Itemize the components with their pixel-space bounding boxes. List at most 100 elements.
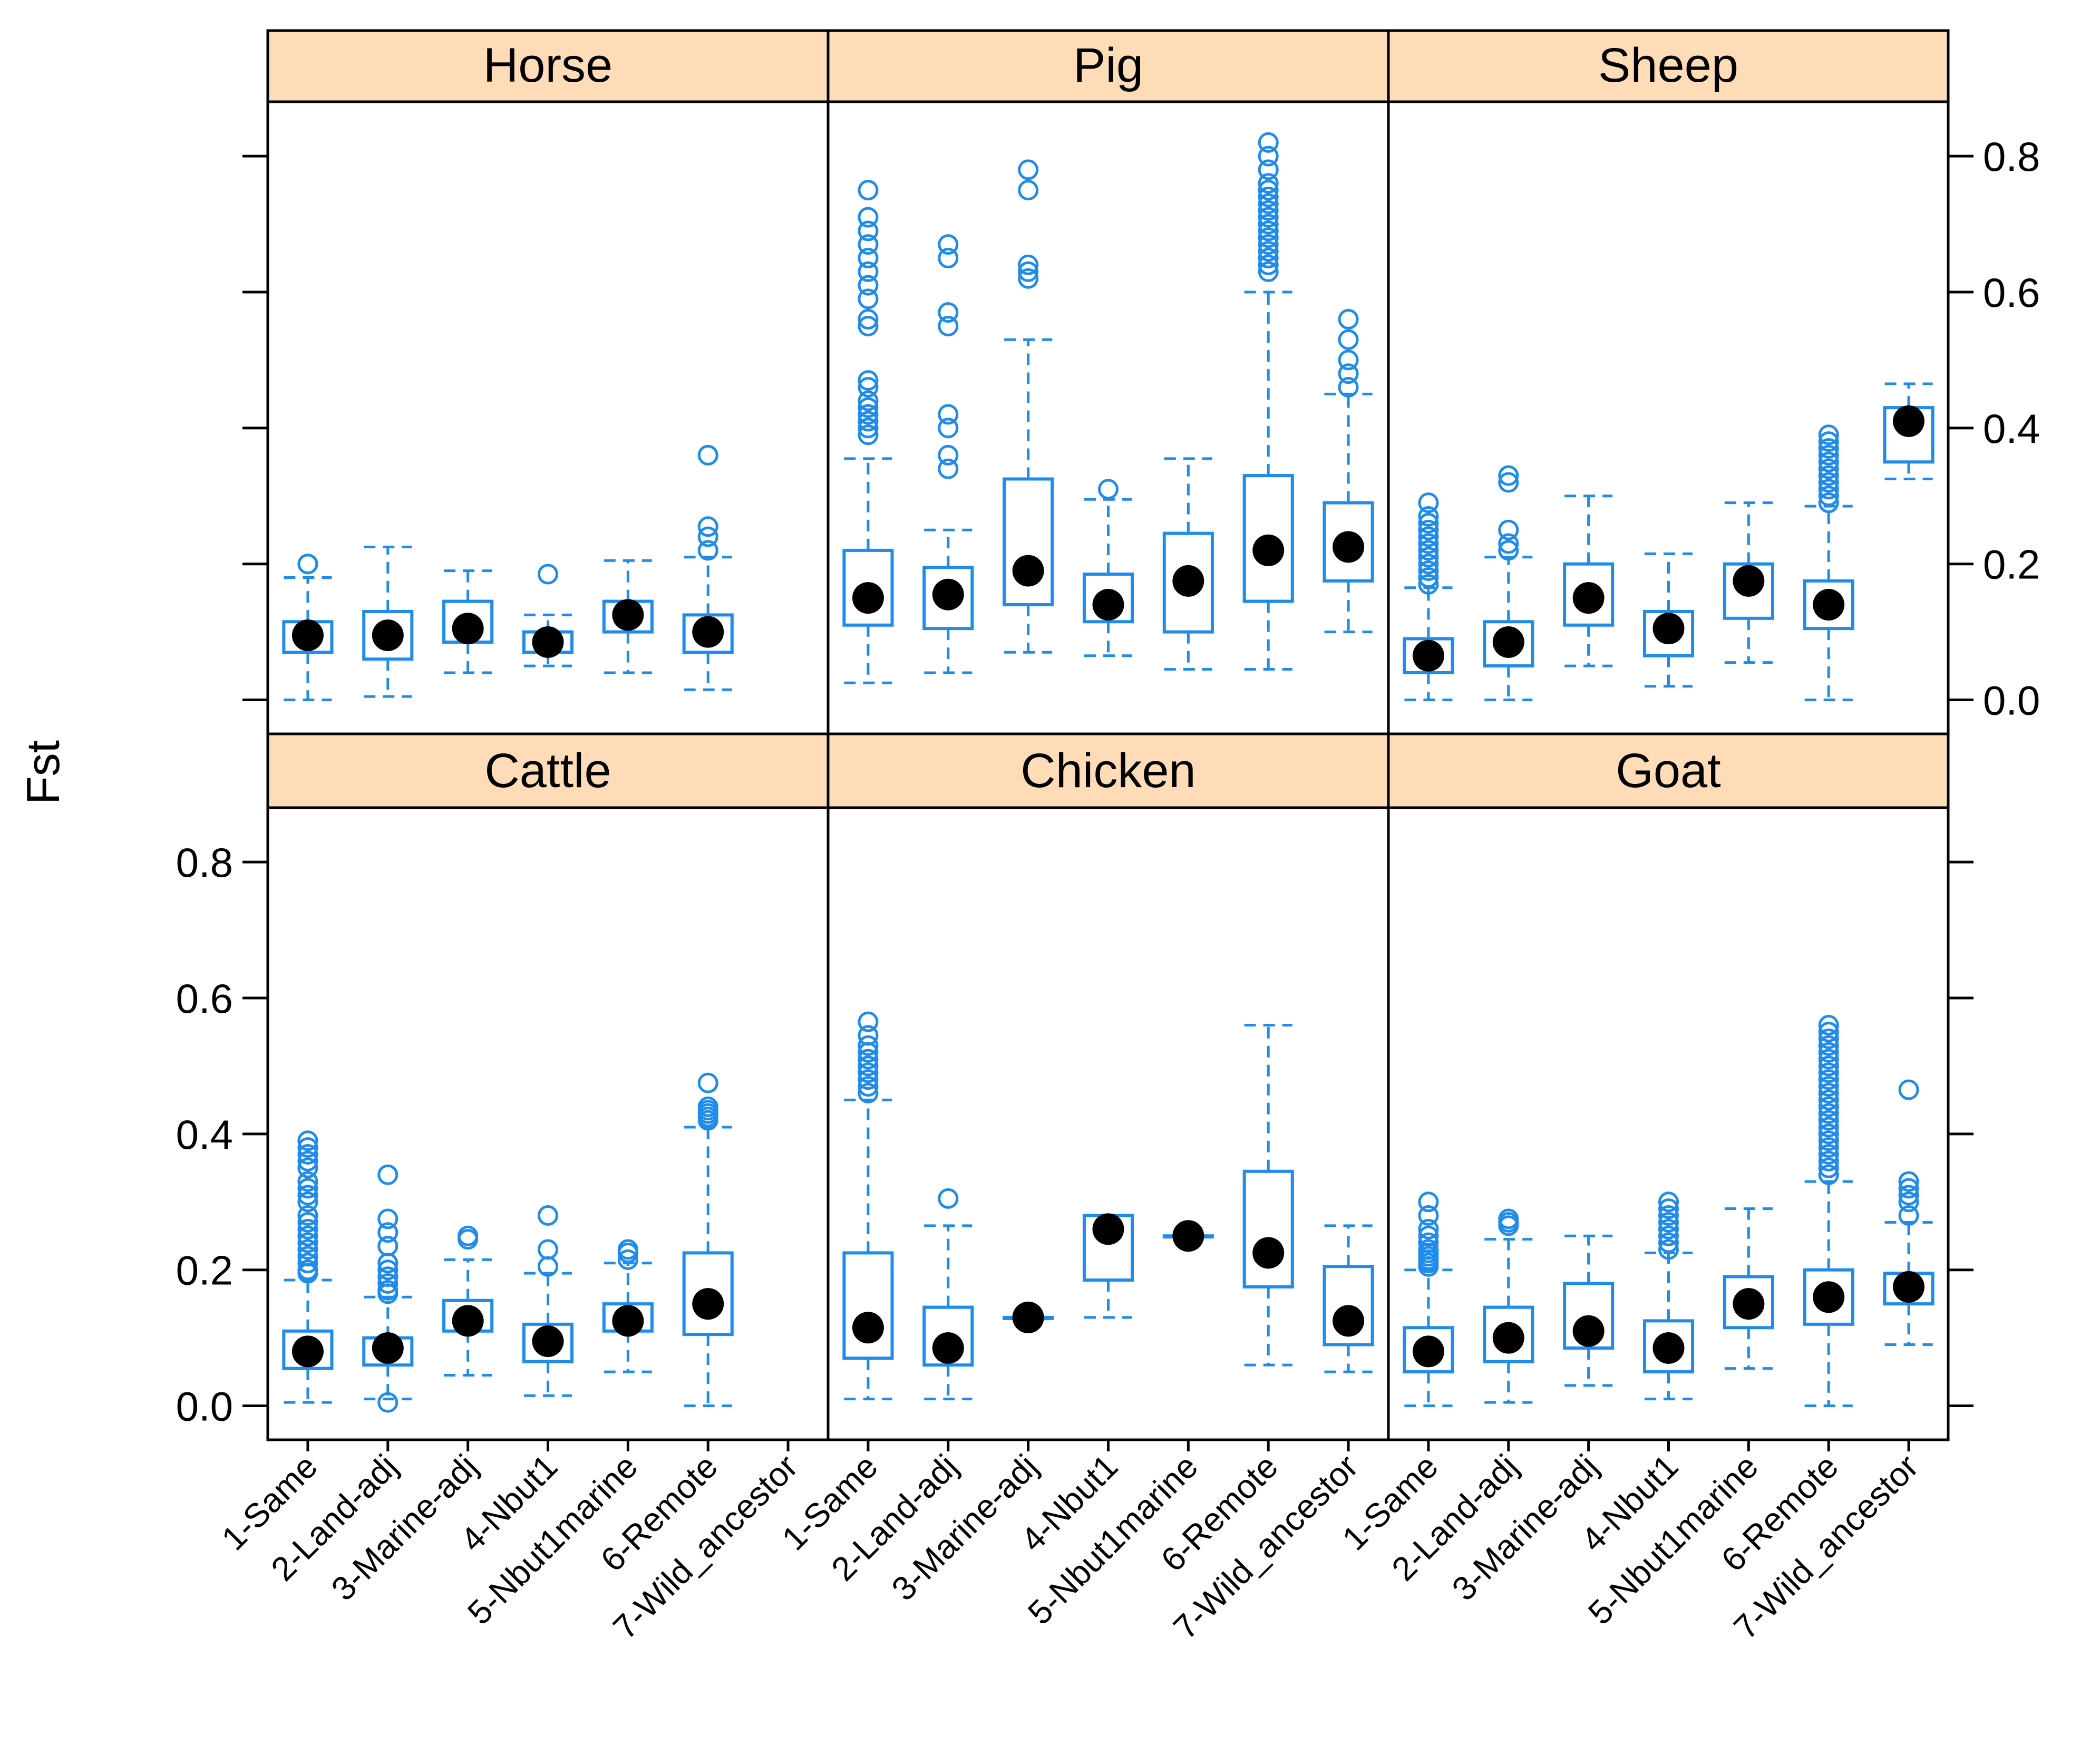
outlier-point [938, 404, 959, 425]
outlier-point [697, 444, 718, 466]
outlier-point [858, 397, 879, 418]
median-dot [1492, 1322, 1524, 1354]
iqr-box [1323, 1265, 1374, 1346]
strip-chicken [827, 732, 1390, 809]
strip-label-sheep: Sheep [1598, 38, 1738, 92]
box-pig-5 [1162, 457, 1214, 671]
outlier-point [1818, 438, 1839, 459]
outlier-point [1818, 431, 1839, 452]
outlier-point [1258, 261, 1279, 282]
outlier-point [297, 1225, 318, 1246]
iqr-box [1403, 637, 1454, 674]
outlier-point [377, 1266, 398, 1287]
y-tick-label: 0.0 [1983, 677, 2040, 724]
plot-area-pig [827, 100, 1390, 735]
box-pig-7 [1323, 309, 1374, 634]
box-goat-7 [1883, 1079, 1934, 1346]
box-sheep-1 [1403, 492, 1454, 702]
median-dot [1252, 534, 1285, 566]
outlier-point [1818, 1028, 1839, 1049]
box-horse-4 [522, 564, 574, 667]
box-chicken-4 [1082, 1213, 1134, 1319]
outlier-point [697, 516, 718, 537]
median-dot [1652, 613, 1685, 645]
box-horse-1 [282, 554, 334, 702]
outlier-point [1818, 1137, 1839, 1158]
median-dot [452, 613, 484, 645]
outlier-point [1338, 309, 1359, 330]
outlier-point [617, 1239, 638, 1260]
outlier-point [377, 1208, 398, 1229]
outlier-point [1818, 492, 1839, 513]
box-sheep-4 [1642, 552, 1695, 688]
iqr-box [1723, 562, 1774, 620]
outlier-point [1418, 1225, 1439, 1246]
median-dot [1412, 1335, 1444, 1368]
median-dot [1092, 589, 1124, 621]
box-chicken-7 [1323, 1224, 1374, 1373]
outlier-point [1818, 1055, 1839, 1077]
outlier-point [1338, 376, 1359, 398]
outlier-point [938, 444, 959, 466]
box-goat-1 [1403, 1191, 1454, 1408]
median-dot [1492, 626, 1524, 658]
iqr-box [1242, 474, 1294, 603]
panels-layer: Horse Pig Sheep 0.0 0.2 0.4 0.6 0.8 Cattle 0.0 0.2… [176, 29, 2040, 1646]
outlier-point [858, 1025, 879, 1046]
box-goat-6 [1803, 1015, 1854, 1408]
outlier-point [1818, 1144, 1839, 1165]
box-chicken-5 [1162, 1220, 1214, 1252]
panel-horse: Horse [242, 29, 830, 735]
outlier-point [297, 1130, 318, 1151]
outlier-point [1898, 1171, 1919, 1192]
outlier-point [938, 234, 959, 255]
outlier-point [1818, 1130, 1839, 1151]
outlier-point [377, 1273, 398, 1294]
outlier-point [1658, 1218, 1679, 1239]
outlier-point [1818, 1035, 1839, 1056]
iqr-box [1642, 609, 1695, 657]
outlier-point [858, 180, 879, 201]
outlier-point [1498, 472, 1519, 493]
outlier-point [1418, 1218, 1439, 1239]
median-dot [932, 578, 964, 611]
outlier-point [1818, 1042, 1839, 1063]
y-tick-label: 0.2 [1983, 541, 2040, 588]
outlier-point [377, 1222, 398, 1243]
outlier-point [1418, 554, 1439, 575]
outlier-point [297, 1144, 318, 1165]
median-dot [291, 1335, 324, 1368]
outlier-point [1818, 1062, 1839, 1083]
outlier-point [297, 1239, 318, 1260]
outlier-point [1818, 1076, 1839, 1097]
panel-pig: Pig [827, 29, 1390, 735]
box-horse-3 [442, 569, 494, 674]
outlier-point [1818, 1082, 1839, 1103]
outlier-point [297, 1205, 318, 1226]
outlier-point [1898, 1185, 1919, 1206]
outlier-point [1418, 506, 1439, 527]
outlier-point [297, 1150, 318, 1171]
median-dot [532, 1325, 564, 1358]
median-dot [1893, 1271, 1925, 1303]
outlier-point [1818, 1157, 1839, 1178]
box-cattle-6 [682, 1072, 734, 1408]
outlier-point [1898, 1079, 1919, 1100]
iqr-box [1563, 1282, 1615, 1350]
outlier-point [858, 424, 879, 445]
outlier-point [1898, 1191, 1919, 1213]
outlier-point [297, 1212, 318, 1233]
median-dot [1893, 405, 1925, 437]
outlier-point [1418, 540, 1439, 561]
strip-horse [266, 29, 830, 103]
outlier-point [1418, 574, 1439, 595]
iqr-box [1563, 562, 1615, 627]
outlier-point [297, 1185, 318, 1206]
plot-area-chicken [827, 806, 1390, 1441]
outlier-point [297, 1232, 318, 1253]
outlier-point [938, 1188, 959, 1209]
box-goat-3 [1563, 1234, 1615, 1387]
box-chicken-2 [922, 1188, 974, 1401]
outlier-point [858, 390, 879, 411]
outlier-point [1818, 1015, 1839, 1036]
